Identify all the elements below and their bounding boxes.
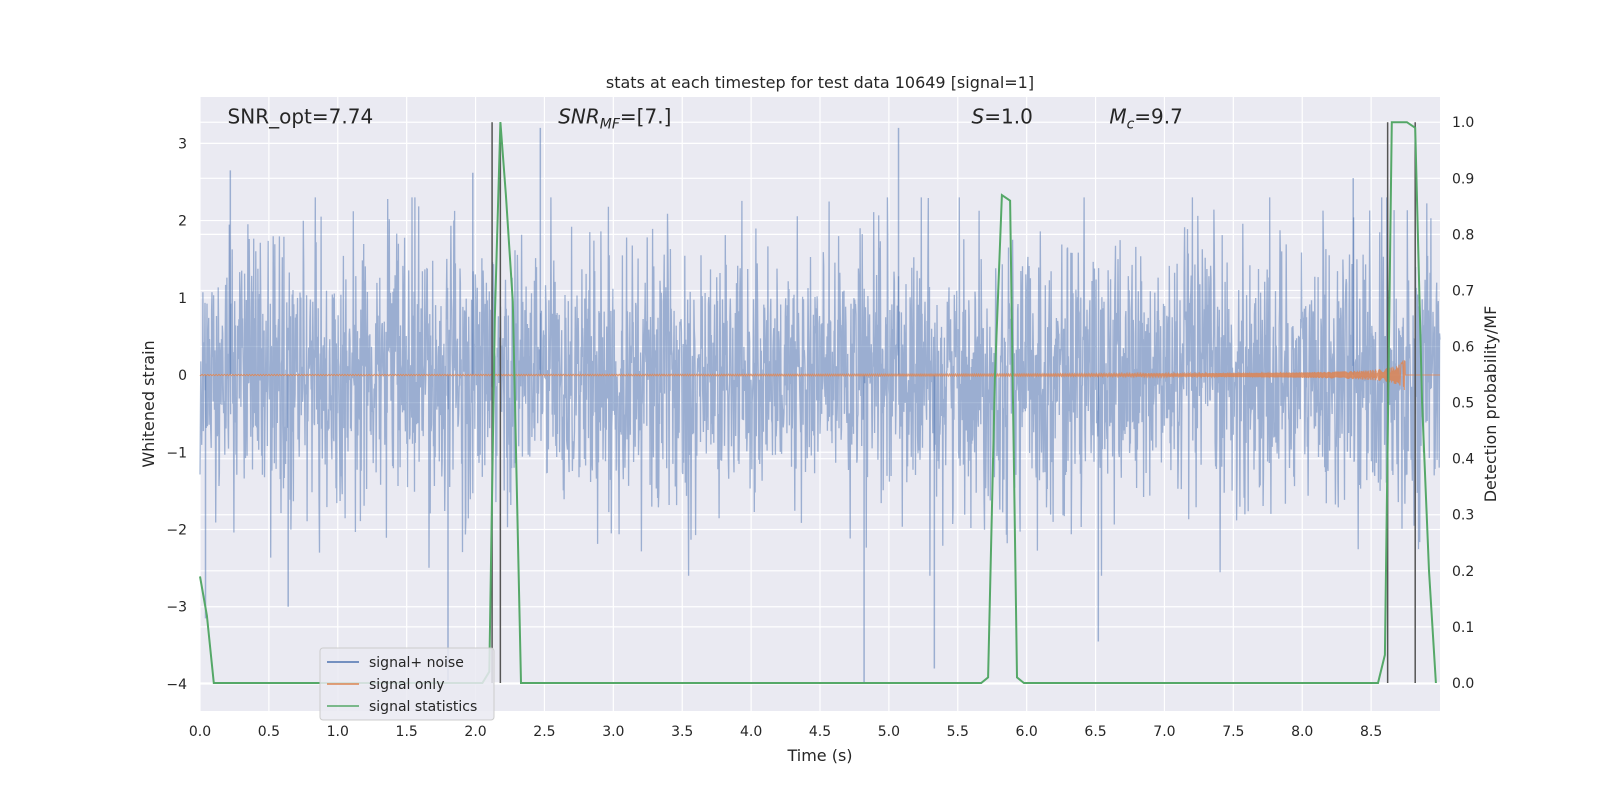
x-axis-label: Time (s) [786, 746, 852, 765]
legend-label-signal-noise: signal+ noise [369, 655, 464, 671]
signal-trace [199, 359, 1440, 390]
x-tick-label: 6.0 [1016, 724, 1038, 740]
y2-tick-label: 0.8 [1452, 227, 1474, 243]
y2-tick-label: 0.3 [1452, 508, 1474, 524]
annotations: SNR_opt=7.74 SNRMF=[7.] S=1.0 Mc=9.7 [228, 104, 1183, 132]
y2-tick-labels: 1.0 0.9 0.8 0.7 0.6 0.5 0.4 0.3 0.2 0.1 0.0 [1452, 115, 1474, 692]
x-tick-label: 1.5 [396, 724, 418, 740]
x-tick-label: 3.5 [671, 724, 693, 740]
x-tick-label: 7.0 [1153, 724, 1175, 740]
x-tick-label: 6.5 [1084, 724, 1106, 740]
y-tick-labels: 3 2 1 0 −1 −2 −3 −4 [166, 136, 187, 693]
vertical-markers [491, 122, 1416, 683]
x-tick-labels: 0.0 0.5 1.0 1.5 2.0 2.5 3.0 3.5 4.0 4.5 5.0 5.5 6.0 6… [189, 724, 1382, 740]
noise-trace [199, 197, 1441, 576]
x-tick-label: 3.0 [602, 724, 624, 740]
annotation-text: SNR_opt=7.74 [228, 104, 374, 128]
x-tick-label: 2.5 [533, 724, 555, 740]
y2-axis-label: Detection probability/MF [1481, 306, 1500, 503]
x-tick-label: 8.0 [1291, 724, 1313, 740]
chart-title: stats at each timestep for test data 106… [606, 73, 1034, 92]
y-tick-label: −4 [166, 677, 187, 693]
y2-tick-label: 0.4 [1452, 452, 1474, 468]
y2-tick-label: 0.6 [1452, 340, 1474, 356]
annotation-text: S=1.0 [972, 104, 1033, 128]
y-tick-label: −2 [166, 523, 187, 539]
series-signal-noise [199, 127, 1441, 684]
y-tick-label: −3 [166, 600, 187, 616]
annotation-text: Mc=9.7 [1109, 104, 1183, 132]
x-tick-label: 5.5 [947, 724, 969, 740]
y-tick-label: 2 [178, 214, 187, 230]
x-tick-label: 0.0 [189, 724, 211, 740]
x-tick-label: 1.0 [327, 724, 349, 740]
x-tick-label: 7.5 [1222, 724, 1244, 740]
legend-box [319, 647, 495, 721]
y-tick-label: 0 [178, 368, 187, 384]
y2-tick-label: 0.2 [1452, 564, 1474, 580]
y2-tick-label: 0.9 [1452, 171, 1474, 187]
x-tick-label: 2.0 [464, 724, 486, 740]
legend: signal+ noise signal only signal statist… [319, 647, 495, 721]
y-tick-label: −1 [166, 445, 187, 461]
x-tick-label: 0.5 [258, 724, 280, 740]
series-signal-only [199, 359, 1440, 390]
x-tick-label: 5.0 [878, 724, 900, 740]
y2-tick-label: 0.1 [1452, 620, 1474, 636]
x-tick-label: 4.5 [809, 724, 831, 740]
y2-tick-label: 1.0 [1452, 115, 1474, 131]
y2-tick-label: 0.0 [1452, 676, 1474, 692]
y-tick-label: 1 [178, 291, 187, 307]
y2-tick-label: 0.5 [1452, 396, 1474, 412]
y-tick-label: 3 [178, 136, 187, 152]
annotation-text: SNRMF=[7.] [558, 104, 671, 132]
y-axis-label: Whitened strain [139, 340, 158, 467]
legend-label-signal-only: signal only [369, 677, 444, 693]
x-tick-label: 4.0 [740, 724, 762, 740]
legend-label-signal-statistics: signal statistics [369, 699, 477, 715]
x-tick-label: 8.5 [1360, 724, 1382, 740]
y2-tick-label: 0.7 [1452, 283, 1474, 299]
